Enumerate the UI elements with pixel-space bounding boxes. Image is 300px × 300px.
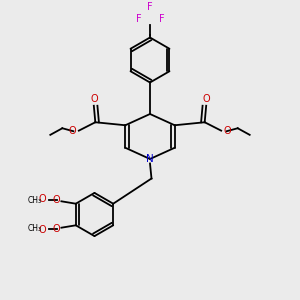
Text: F: F	[136, 14, 141, 25]
Text: CH₃: CH₃	[27, 224, 41, 233]
Text: O: O	[52, 195, 60, 206]
Text: O: O	[38, 225, 46, 235]
Text: N: N	[146, 154, 154, 164]
Text: O: O	[90, 94, 98, 104]
Text: F: F	[147, 2, 153, 13]
Text: O: O	[52, 224, 60, 234]
Text: O: O	[38, 194, 46, 204]
Text: O: O	[68, 126, 76, 136]
Text: O: O	[224, 126, 232, 136]
Text: O: O	[202, 94, 210, 104]
Text: CH₃: CH₃	[27, 196, 41, 205]
Text: F: F	[159, 14, 164, 25]
